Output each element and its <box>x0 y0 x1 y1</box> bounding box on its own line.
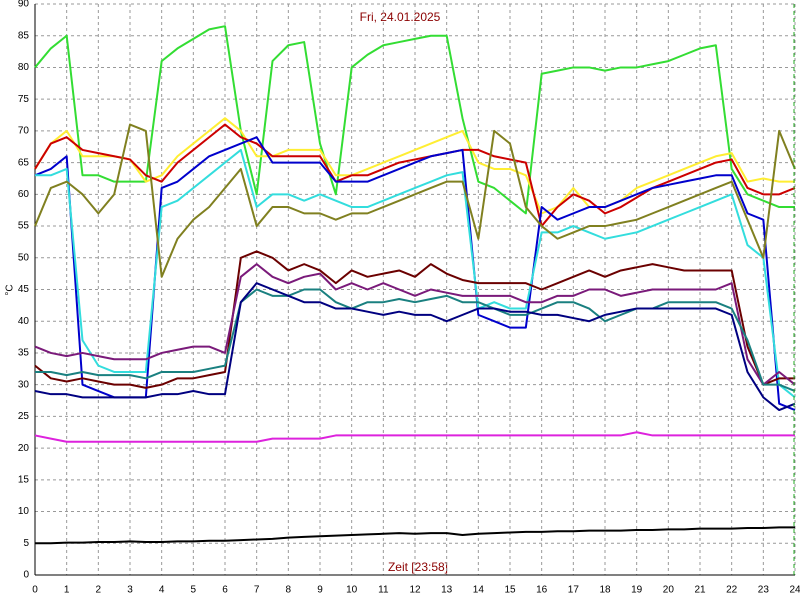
y-tick-label: 75 <box>18 94 30 105</box>
y-tick-label: 35 <box>18 348 30 359</box>
x-tick-label: 15 <box>504 585 516 596</box>
x-tick-label: 12 <box>409 585 421 596</box>
x-tick-label: 20 <box>663 585 675 596</box>
y-tick-label: 70 <box>18 126 30 137</box>
series-line <box>35 148 796 399</box>
y-tick-label: 60 <box>18 189 30 200</box>
series-line <box>34 123 796 278</box>
y-tick-label: 90 <box>18 0 30 10</box>
x-tick-label: 7 <box>254 585 260 596</box>
series-line <box>34 263 796 386</box>
x-tick-label: 9 <box>317 585 323 596</box>
series-line <box>34 431 795 443</box>
series-line <box>34 136 796 411</box>
x-tick-label: 8 <box>286 585 292 596</box>
y-tick-label: 20 <box>18 443 30 454</box>
x-tick-label: 23 <box>758 585 770 596</box>
y-tick-label: 25 <box>18 411 30 422</box>
chart-title: Fri, 24.01.2025 <box>360 10 441 24</box>
x-tick-label: 13 <box>441 585 453 596</box>
y-tick-label: 0 <box>23 570 29 581</box>
x-tick-label: 17 <box>568 585 580 596</box>
series-line <box>34 250 795 389</box>
x-tick-label: 10 <box>346 585 358 596</box>
y-tick-label: 80 <box>18 62 30 73</box>
x-tick-label: 16 <box>536 585 548 596</box>
x-tick-label: 3 <box>127 585 133 596</box>
y-tick-label: 85 <box>18 30 30 41</box>
x-tick-label: 22 <box>726 585 738 596</box>
y-tick-label: 40 <box>18 316 30 327</box>
x-axis-label: Zeit [23:58] <box>388 560 448 574</box>
series-line <box>34 123 796 228</box>
y-tick-label: 65 <box>18 157 30 168</box>
y-axis-label: °C <box>5 284 16 295</box>
x-tick-label: 0 <box>32 585 38 596</box>
x-tick-label: 1 <box>64 585 70 596</box>
x-tick-label: 4 <box>159 585 165 596</box>
series-line <box>35 288 796 392</box>
y-tick-label: 50 <box>18 252 30 263</box>
x-tick-label: 6 <box>222 585 228 596</box>
x-tick-label: 2 <box>96 585 102 596</box>
series-line <box>34 282 796 412</box>
x-tick-label: 21 <box>694 585 706 596</box>
y-tick-label: 45 <box>18 284 30 295</box>
x-tick-label: 18 <box>599 585 611 596</box>
y-tick-label: 15 <box>18 474 30 485</box>
series-line <box>35 526 795 545</box>
x-tick-label: 14 <box>473 585 485 596</box>
series-line <box>34 25 795 215</box>
y-tick-label: 30 <box>18 379 30 390</box>
y-tick-label: 5 <box>23 538 29 549</box>
x-tick-label: 19 <box>631 585 643 596</box>
series-line <box>34 117 795 215</box>
x-tick-label: 11 <box>378 585 389 596</box>
y-tick-label: 55 <box>18 221 30 232</box>
x-tick-label: 24 <box>789 585 800 596</box>
y-tick-label: 10 <box>18 506 30 517</box>
x-tick-label: 5 <box>191 585 197 596</box>
